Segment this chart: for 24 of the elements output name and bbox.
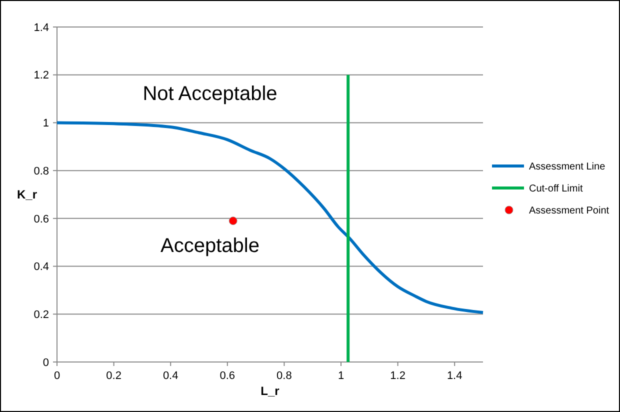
line-series (56, 121, 484, 314)
legend-label: Assessment Line (529, 162, 606, 172)
y-tick-label: 1.4 (34, 22, 49, 34)
annotation: Acceptable (160, 235, 260, 257)
y-tick-label: 0.4 (34, 261, 49, 274)
x-tick-label: 1.2 (390, 370, 406, 382)
y-tick-label: 1.2 (34, 70, 49, 82)
y-tick-label: 0 (42, 356, 49, 369)
x-tick-label: 0.4 (162, 370, 178, 382)
x-tick-label: 0 (54, 370, 60, 382)
x-tick-label: 0.6 (220, 370, 236, 382)
y-axis-title: K_r (16, 188, 38, 202)
y-tick-label: 0.2 (34, 308, 49, 321)
legend-label: Assessment Point (529, 206, 610, 216)
x-tick-label: 1.4 (446, 370, 462, 382)
x-tick-label: 1 (338, 370, 344, 382)
annotation: Not Acceptable (142, 83, 278, 105)
x-tick-label: 0.8 (276, 370, 292, 382)
y-tick-label: 0.6 (34, 213, 49, 226)
legend-label: Cut-off Limit (529, 184, 583, 194)
y-tick-label: 0.8 (34, 165, 49, 178)
x-tick-label: 0.2 (106, 370, 122, 382)
x-axis-title: L_r (260, 384, 280, 398)
y-tick-label: 1 (42, 118, 49, 130)
